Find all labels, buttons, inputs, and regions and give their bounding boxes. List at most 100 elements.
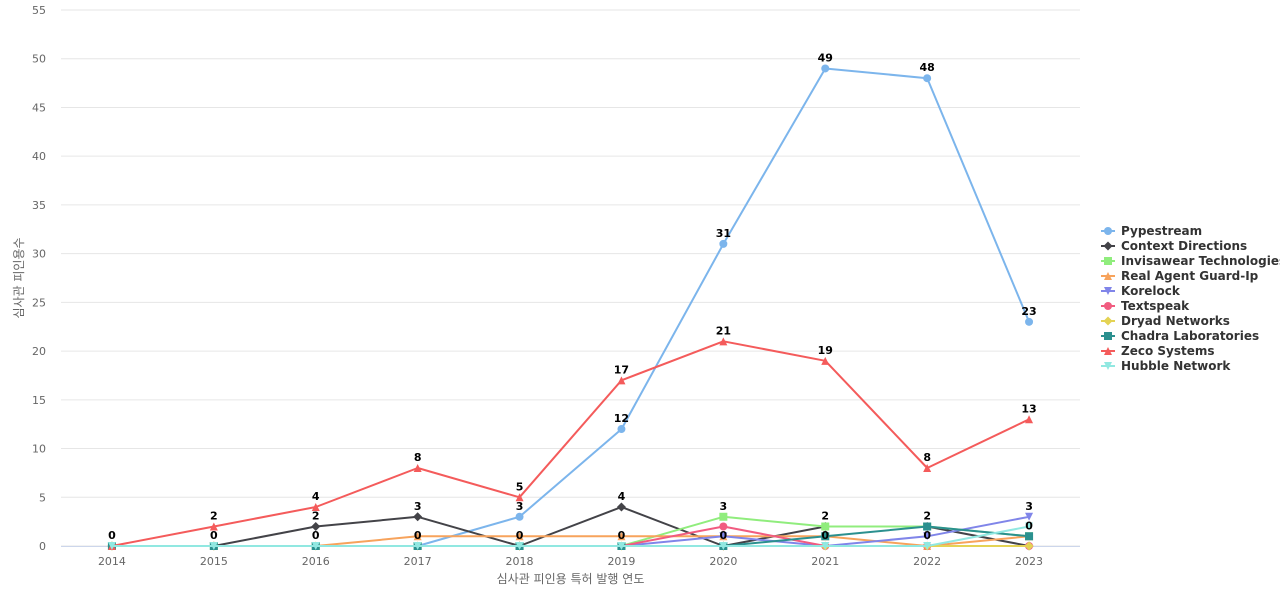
legend-item-chadra-laboratories[interactable]: Chadra Laboratories [1101, 329, 1259, 343]
data-point [413, 464, 422, 473]
legend-label: Chadra Laboratories [1121, 329, 1259, 343]
legend-item-zeco-systems[interactable]: Zeco Systems [1101, 344, 1215, 358]
data-label: 3 [516, 500, 524, 513]
data-point [821, 522, 830, 531]
legend-marker [1104, 287, 1112, 295]
data-point [515, 493, 524, 502]
x-tick-label: 2020 [709, 555, 737, 568]
y-tick-label: 5 [39, 491, 46, 504]
data-point [413, 532, 422, 541]
data-point [821, 356, 830, 365]
data-label: 19 [818, 344, 833, 357]
series-korelock [107, 512, 1034, 550]
data-label: 3 [1025, 500, 1033, 513]
y-axis-title: 심사관 피인용수 [12, 237, 26, 318]
x-tick-label: 2018 [506, 555, 534, 568]
series-zeco-systems [107, 337, 1034, 550]
data-label: 0 [1025, 519, 1033, 532]
data-label: 5 [516, 480, 524, 493]
data-point [1025, 532, 1034, 541]
grid-layer [61, 9, 1080, 547]
legend-item-textspeak[interactable]: Textspeak [1101, 299, 1190, 313]
legend-label: Invisawear Technologies [1121, 254, 1280, 268]
data-point [821, 532, 830, 541]
data-label: 4 [618, 490, 626, 503]
data-point [1025, 415, 1034, 424]
data-label: 2 [923, 510, 931, 523]
data-point [923, 522, 932, 531]
data-label: 2 [210, 510, 218, 523]
data-point [617, 542, 626, 550]
legend-item-context-directions[interactable]: Context Directions [1101, 239, 1247, 253]
data-label: 12 [614, 412, 629, 425]
x-axis-title: 심사관 피인용 특허 발행 연도 [497, 571, 645, 586]
y-tick-label: 30 [32, 248, 46, 261]
legend-item-pypestream[interactable]: Pypestream [1101, 224, 1202, 238]
data-label: 23 [1021, 305, 1036, 318]
y-tick-label: 55 [32, 4, 46, 17]
data-point [719, 532, 728, 541]
data-point [923, 464, 932, 473]
legend-item-hubble-network[interactable]: Hubble Network [1101, 359, 1231, 373]
legend-label: Context Directions [1121, 239, 1247, 253]
legend-marker [1104, 362, 1112, 370]
y-tick-label: 35 [32, 199, 46, 212]
data-point [209, 522, 218, 531]
data-point [311, 503, 320, 512]
data-point [821, 64, 830, 73]
legend-marker [1104, 272, 1112, 280]
data-point [515, 542, 524, 550]
data-point [515, 532, 524, 541]
data-point [923, 542, 932, 550]
legend-item-invisawear-technologies[interactable]: Invisawear Technologies [1101, 254, 1280, 268]
data-label: 0 [618, 529, 626, 542]
data-point [311, 522, 321, 532]
data-label: 0 [414, 529, 422, 542]
data-point [719, 522, 728, 531]
data-label: 4 [312, 490, 320, 503]
data-point [719, 542, 728, 550]
y-axis-ticks: 0 5 10 15 20 25 30 35 40 45 50 55 [32, 4, 46, 553]
x-tick-label: 2016 [302, 555, 330, 568]
data-point [1025, 317, 1034, 326]
y-tick-label: 40 [32, 150, 46, 163]
y-tick-label: 25 [32, 296, 46, 309]
series-line [111, 67, 1031, 547]
series-real-agent-guard-ip [107, 532, 1034, 550]
data-label: 13 [1021, 402, 1036, 415]
data-point [209, 542, 218, 550]
data-label: 0 [108, 529, 116, 542]
legend-marker [1104, 347, 1112, 355]
data-point [1025, 512, 1034, 521]
data-label: 48 [919, 61, 934, 74]
data-label: 8 [923, 451, 931, 464]
y-tick-label: 45 [32, 101, 46, 114]
y-tick-label: 50 [32, 53, 46, 66]
x-axis-ticks: 2014 2015 2016 2017 2018 2019 2020 2021 2022 2023 [98, 555, 1043, 568]
legend-item-dryad-networks[interactable]: Dryad Networks [1101, 314, 1230, 328]
legend-marker [1103, 241, 1113, 251]
data-point [821, 542, 830, 550]
y-tick-label: 0 [39, 540, 46, 553]
data-label: 3 [414, 500, 422, 513]
legend-item-real-agent-guard-ip[interactable]: Real Agent Guard-Ip [1101, 269, 1259, 283]
data-label: 2 [312, 510, 320, 523]
x-tick-label: 2019 [607, 555, 635, 568]
data-point [719, 512, 728, 521]
legend-label: Textspeak [1121, 299, 1190, 313]
legend-label: Hubble Network [1121, 359, 1231, 373]
data-label: 2 [821, 510, 829, 523]
legend-label: Zeco Systems [1121, 344, 1215, 358]
data-point [107, 542, 116, 550]
legend-marker [1104, 257, 1112, 265]
data-label: 0 [821, 529, 829, 542]
legend-label: Korelock [1121, 284, 1181, 298]
data-point [923, 74, 932, 83]
x-tick-label: 2022 [913, 555, 941, 568]
data-label: 17 [614, 363, 629, 376]
legend-item-korelock[interactable]: Korelock [1101, 284, 1181, 298]
data-label: 8 [414, 451, 422, 464]
data-label: 31 [716, 227, 731, 240]
